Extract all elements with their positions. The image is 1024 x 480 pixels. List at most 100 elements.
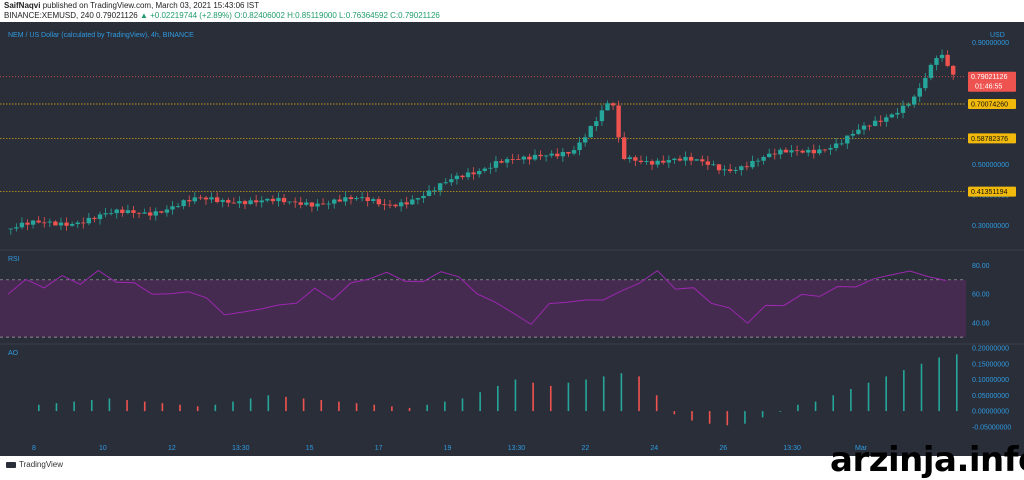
chart-svg[interactable]: NEM / US Dollar (calculated by TradingVi… xyxy=(0,22,1024,456)
rsi-pane-title: RSI xyxy=(8,256,20,263)
candle-body xyxy=(170,206,175,210)
candle-body xyxy=(371,199,376,202)
ao-bar xyxy=(426,404,428,412)
candle-body xyxy=(30,220,36,225)
ao-bar xyxy=(708,411,711,424)
candle-body xyxy=(410,199,415,205)
candle-body xyxy=(856,129,861,134)
ao-bar xyxy=(620,373,623,412)
candle-body xyxy=(538,154,543,157)
candle-body xyxy=(917,88,922,97)
ao-bar xyxy=(232,401,234,412)
candle-body xyxy=(214,197,220,202)
tradingview-brand[interactable]: TradingView xyxy=(6,460,63,469)
ao-bar xyxy=(479,392,481,412)
change-up-icon: ▲ xyxy=(139,11,148,20)
candle-body xyxy=(242,201,248,205)
candle-body xyxy=(638,160,644,163)
candle-body xyxy=(817,149,822,154)
candle-body xyxy=(387,204,393,206)
candle-body xyxy=(923,77,928,89)
rsi-band xyxy=(0,279,966,338)
ao-bar xyxy=(320,400,323,412)
current-price-tag xyxy=(968,71,1016,92)
ao-bar xyxy=(302,398,305,412)
time-axis-tick: 15 xyxy=(306,445,314,452)
ao-pane-title: AO xyxy=(8,350,19,357)
candle-body xyxy=(58,222,64,226)
rsi-axis-tick: 40.00 xyxy=(972,320,990,327)
candle-body xyxy=(393,204,398,207)
candle-body xyxy=(64,222,69,226)
candle-body xyxy=(744,166,750,168)
candle-body xyxy=(566,151,571,154)
time-axis-tick: 10 xyxy=(99,445,107,452)
candle-body xyxy=(895,112,900,115)
candle-body xyxy=(86,217,92,224)
candle-body xyxy=(627,157,632,160)
candle-body xyxy=(822,149,828,151)
candle-body xyxy=(739,166,744,171)
candle-body xyxy=(69,224,75,226)
ao-axis-tick: 0.05000000 xyxy=(972,393,1009,400)
time-axis-tick: 3 xyxy=(928,445,932,452)
candle-body xyxy=(683,156,688,161)
candle-body xyxy=(359,197,365,199)
candle-body xyxy=(131,210,136,213)
candle-body xyxy=(36,220,41,223)
candle-body xyxy=(722,169,727,171)
candle-body xyxy=(499,161,504,163)
candle-body xyxy=(198,197,203,199)
level-price-tag xyxy=(968,133,1016,144)
chart-area[interactable]: NEM / US Dollar (calculated by TradingVi… xyxy=(0,22,1024,456)
candle-body xyxy=(716,164,722,171)
ao-axis-tick: 0.15000000 xyxy=(972,361,1009,368)
candle-body xyxy=(108,213,114,214)
candle-body xyxy=(460,175,465,178)
candle-body xyxy=(599,110,605,122)
time-axis-tick: 19 xyxy=(444,445,452,452)
candle-body xyxy=(543,155,549,157)
candle-body xyxy=(337,199,342,202)
candle-body xyxy=(259,200,264,203)
candle-body xyxy=(761,156,766,161)
ao-bar xyxy=(249,398,252,412)
candle-body xyxy=(839,143,844,145)
candle-body xyxy=(900,105,906,113)
tradingview-logo-icon xyxy=(6,461,16,468)
ao-bar xyxy=(55,403,58,412)
candle-body xyxy=(136,212,142,214)
ao-bar xyxy=(655,395,658,412)
candle-body xyxy=(287,201,292,203)
candle-body xyxy=(281,197,287,203)
candle-body xyxy=(231,202,237,204)
time-axis-tick: 24 xyxy=(650,445,658,452)
candle-body xyxy=(644,161,649,163)
time-axis-tick: 13:30 xyxy=(783,445,801,452)
price-change: +0.02219744 (+2.89%) xyxy=(150,11,232,20)
candle-body xyxy=(477,170,482,175)
candle-body xyxy=(415,198,421,200)
candle-body xyxy=(594,121,599,127)
candle-body xyxy=(934,58,939,65)
publisher-name[interactable]: SaifNaqvi xyxy=(4,1,41,10)
candle-body xyxy=(549,153,554,156)
ao-bar xyxy=(814,401,817,412)
price-pane-title: NEM / US Dollar (calculated by TradingVi… xyxy=(8,32,194,39)
ao-bar xyxy=(867,382,870,412)
candle-body xyxy=(226,200,231,203)
candle-body xyxy=(688,156,694,161)
candle-body xyxy=(705,161,711,165)
candle-body xyxy=(25,222,30,225)
ao-bar xyxy=(444,401,446,412)
candle-body xyxy=(175,206,181,207)
candle-body xyxy=(622,137,627,160)
rsi-axis-tick: 80.00 xyxy=(972,263,990,270)
candle-body xyxy=(928,64,934,78)
price-axis-tick: 0.90000000 xyxy=(972,40,1009,47)
ao-bar xyxy=(391,406,393,412)
price-axis-tick: 0.30000000 xyxy=(972,223,1009,230)
rsi-line xyxy=(7,269,947,326)
ao-bar xyxy=(938,357,940,412)
candle-body xyxy=(889,114,895,118)
